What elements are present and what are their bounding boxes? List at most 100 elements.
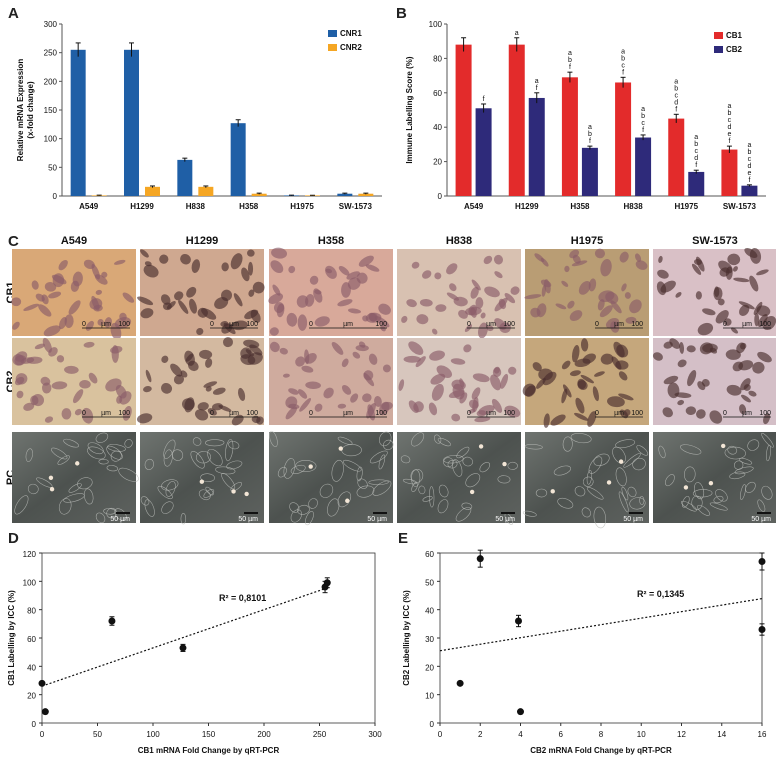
cell-nucleus: [221, 262, 229, 272]
significance-letter: b: [727, 110, 731, 117]
cell-outline: [733, 460, 744, 470]
cell-nucleus: [140, 308, 154, 319]
cell-nucleus: [536, 303, 547, 318]
cell-outline: [228, 440, 240, 450]
cell-nucleus: [304, 349, 310, 365]
cell-nucleus: [189, 298, 198, 314]
cell-outline: [106, 465, 119, 472]
cell-outline: [369, 450, 388, 464]
cell-nucleus: [450, 358, 466, 365]
cell-nucleus: [419, 298, 433, 307]
cell-nucleus: [587, 411, 597, 427]
cell-nucleus: [430, 373, 446, 385]
cell-outline: [479, 462, 491, 473]
cell-nucleus: [31, 280, 39, 290]
significance-letter: a: [621, 48, 625, 55]
cell-outline: [57, 455, 70, 465]
cell-nucleus: [718, 260, 733, 274]
cell-nucleus: [346, 271, 360, 280]
cell-outline: [200, 473, 215, 483]
scatter-cb1: 0 20 40 60 80 100 120 0 50 100 150 200 250 300 CB1 mRN…: [7, 550, 382, 755]
cell-nucleus: [756, 269, 769, 276]
cell-nucleus: [323, 387, 334, 399]
cell-nucleus: [221, 323, 233, 334]
cell-nucleus: [619, 251, 629, 263]
panel-letter-d: D: [8, 530, 19, 547]
y-tick-label: 50: [425, 578, 434, 587]
cell-nucleus: [561, 360, 571, 370]
cell-nucleus: [83, 341, 95, 348]
scale-max: 100: [375, 410, 387, 417]
y-tick-label: 20: [27, 692, 36, 701]
x-tick-label: 10: [637, 730, 646, 739]
cell-outline: [192, 437, 202, 446]
cell-nucleus: [59, 317, 67, 330]
cell-outline: [411, 432, 425, 447]
cell-outline: [165, 481, 176, 497]
rounded-cell: [48, 475, 54, 480]
significance-letter: b: [694, 141, 698, 148]
cell-nucleus: [504, 293, 516, 304]
cell-nucleus: [662, 407, 673, 418]
cell-nucleus: [569, 249, 580, 259]
cell-outline: [570, 433, 592, 444]
scale-max: 100: [631, 321, 643, 328]
legend-swatch: [714, 32, 723, 39]
cell-outline: [462, 456, 474, 467]
cell-outline: [438, 484, 449, 498]
cell-outline: [356, 466, 363, 482]
cell-outline: [724, 446, 746, 460]
cell-outline: [562, 436, 573, 452]
significance-letter: f: [569, 64, 571, 71]
cell-nucleus: [416, 314, 429, 325]
cell-nucleus: [733, 277, 750, 283]
cell-outline: [456, 446, 470, 459]
cell-outline: [225, 439, 234, 462]
significance-letter: f: [622, 69, 624, 76]
bar: [475, 108, 492, 196]
cell-nucleus: [463, 344, 472, 353]
cell-outline: [63, 438, 80, 448]
cell-nucleus: [574, 412, 589, 421]
scale-max: 100: [759, 321, 771, 328]
scale-unit: µm: [229, 410, 239, 417]
cell-outline: [452, 459, 463, 477]
cell-nucleus: [368, 353, 378, 365]
significance-letter: b: [674, 85, 678, 92]
cell-outline: [27, 483, 39, 495]
bar: [230, 123, 246, 196]
significance-letter: d: [674, 99, 678, 106]
cell-nucleus: [35, 293, 45, 302]
cell-outline: [623, 452, 641, 468]
cell-outline: [277, 466, 287, 478]
scale-zero: 0: [210, 321, 214, 328]
cell-outline: [103, 508, 116, 515]
cell-nucleus: [490, 374, 502, 391]
cell-outline: [77, 477, 93, 490]
cell-nucleus: [119, 391, 132, 405]
x-tick-label: 6: [559, 730, 564, 739]
significance-letter: b: [568, 57, 572, 64]
cell-nucleus: [314, 403, 323, 412]
x-tick-label: 12: [677, 730, 686, 739]
cell-nucleus: [599, 305, 613, 318]
cell-nucleus: [618, 371, 628, 381]
cell-nucleus: [270, 260, 284, 274]
significance-letter: a: [515, 30, 519, 37]
cell-nucleus: [470, 286, 479, 299]
cell-nucleus: [540, 257, 549, 267]
ihc-micrograph: 0 µm 100: [12, 337, 136, 425]
cell-outline: [443, 457, 454, 468]
scale-zero: 0: [467, 321, 471, 328]
cell-nucleus: [272, 284, 281, 296]
cell-outline: [761, 485, 773, 500]
category-label: H358: [239, 202, 259, 211]
rounded-cell: [338, 446, 343, 451]
cell-nucleus: [42, 337, 52, 353]
scale-zero: 0: [595, 321, 599, 328]
cell-nucleus: [594, 248, 606, 259]
cell-outline: [304, 511, 314, 526]
cell-nucleus: [23, 402, 35, 411]
cell-outline: [25, 448, 33, 462]
cell-nucleus: [723, 318, 732, 326]
